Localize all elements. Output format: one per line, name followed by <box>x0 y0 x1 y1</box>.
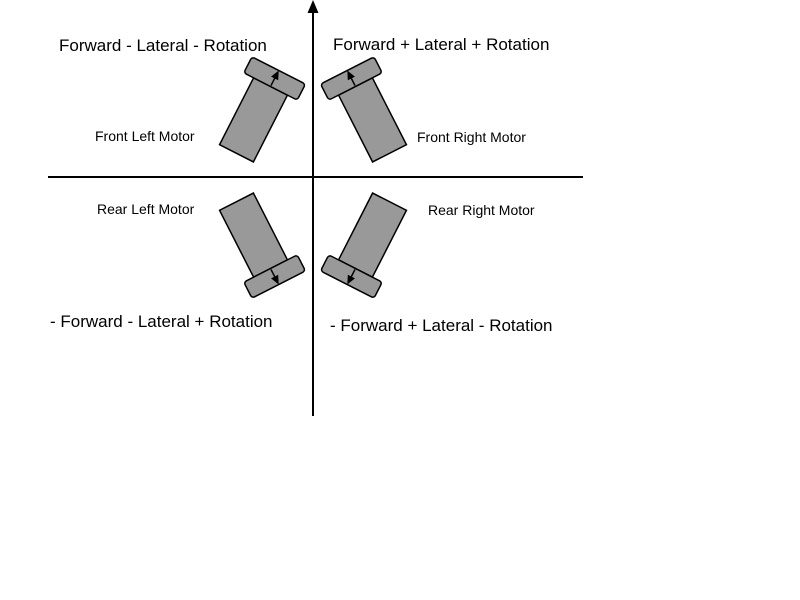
front-right-formula: Forward + Lateral + Rotation <box>333 35 549 54</box>
rear-left-motor-label: Rear Left Motor <box>97 201 195 217</box>
axis-arrow-icon <box>307 0 319 13</box>
front-left-motor-label: Front Left Motor <box>95 128 195 144</box>
rear-right-arrowhead <box>347 274 355 285</box>
front-left-formula: Forward - Lateral - Rotation <box>59 36 267 55</box>
rear-left-formula: - Forward - Lateral + Rotation <box>50 312 273 331</box>
front-left-arrowhead <box>271 70 279 81</box>
rear-right-motor-icon <box>320 192 408 298</box>
rear-left-motor-icon <box>218 192 306 298</box>
front-right-motor-icon <box>320 57 408 163</box>
front-right-motor-label: Front Right Motor <box>417 129 526 145</box>
axes <box>48 0 583 416</box>
front-right-arrowhead <box>347 70 355 81</box>
rear-left-arrowhead <box>271 274 279 285</box>
rear-right-formula: - Forward + Lateral - Rotation <box>330 316 553 335</box>
rear-right-motor-label: Rear Right Motor <box>428 202 535 218</box>
front-left-motor-icon <box>218 57 306 163</box>
